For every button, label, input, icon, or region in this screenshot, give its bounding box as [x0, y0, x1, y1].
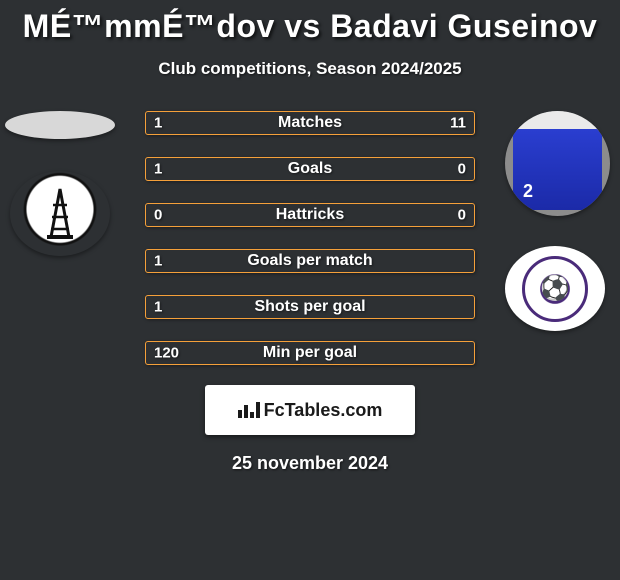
stat-label: Goals	[288, 160, 332, 178]
bars-icon	[238, 402, 260, 418]
stat-row: 0 Hattricks 0	[145, 203, 475, 227]
page-title: MÉ™mmÉ™dov vs Badavi Guseinov	[0, 0, 620, 45]
stat-row: 1 Matches 11	[145, 111, 475, 135]
left-images-column	[0, 111, 115, 256]
right-club-badge: ⚽	[505, 246, 605, 331]
stat-value-right: 0	[458, 161, 466, 178]
footer-brand-text: FcTables.com	[264, 400, 383, 421]
stat-row: 1 Shots per goal	[145, 295, 475, 319]
stat-value-right: 0	[458, 207, 466, 224]
stat-value-left: 1	[154, 253, 162, 270]
comparison-area: 2 ⚽ 1Matches111Goals00Hattricks01Goals p…	[0, 111, 620, 474]
oil-derrick-icon	[39, 187, 81, 241]
football-icon: ⚽	[522, 256, 588, 322]
footer-brand[interactable]: FcTables.com	[205, 385, 415, 435]
stats-list: 1Matches111Goals00Hattricks01Goals per m…	[145, 111, 475, 365]
stat-value-left: 1	[154, 161, 162, 178]
stat-label: Goals per match	[247, 252, 372, 270]
right-player-image: 2	[505, 111, 610, 216]
stat-row: 1 Goals 0	[145, 157, 475, 181]
stat-row: 1 Goals per match	[145, 249, 475, 273]
stat-value-left: 120	[154, 345, 179, 362]
stat-value-left: 1	[154, 115, 162, 132]
stat-value-left: 1	[154, 299, 162, 316]
left-player-image	[5, 111, 115, 139]
left-club-badge	[10, 171, 110, 256]
player-shirt-number: 2	[523, 181, 533, 202]
stat-label: Shots per goal	[254, 298, 365, 316]
stat-label: Min per goal	[263, 344, 357, 362]
stat-label: Matches	[278, 114, 342, 132]
stat-row: 120 Min per goal	[145, 341, 475, 365]
stat-label: Hattricks	[276, 206, 344, 224]
footer-date: 25 november 2024	[0, 453, 620, 474]
stat-value-left: 0	[154, 207, 162, 224]
right-images-column: 2 ⚽	[505, 111, 610, 331]
page-subtitle: Club competitions, Season 2024/2025	[0, 59, 620, 79]
stat-value-right: 11	[450, 115, 466, 132]
